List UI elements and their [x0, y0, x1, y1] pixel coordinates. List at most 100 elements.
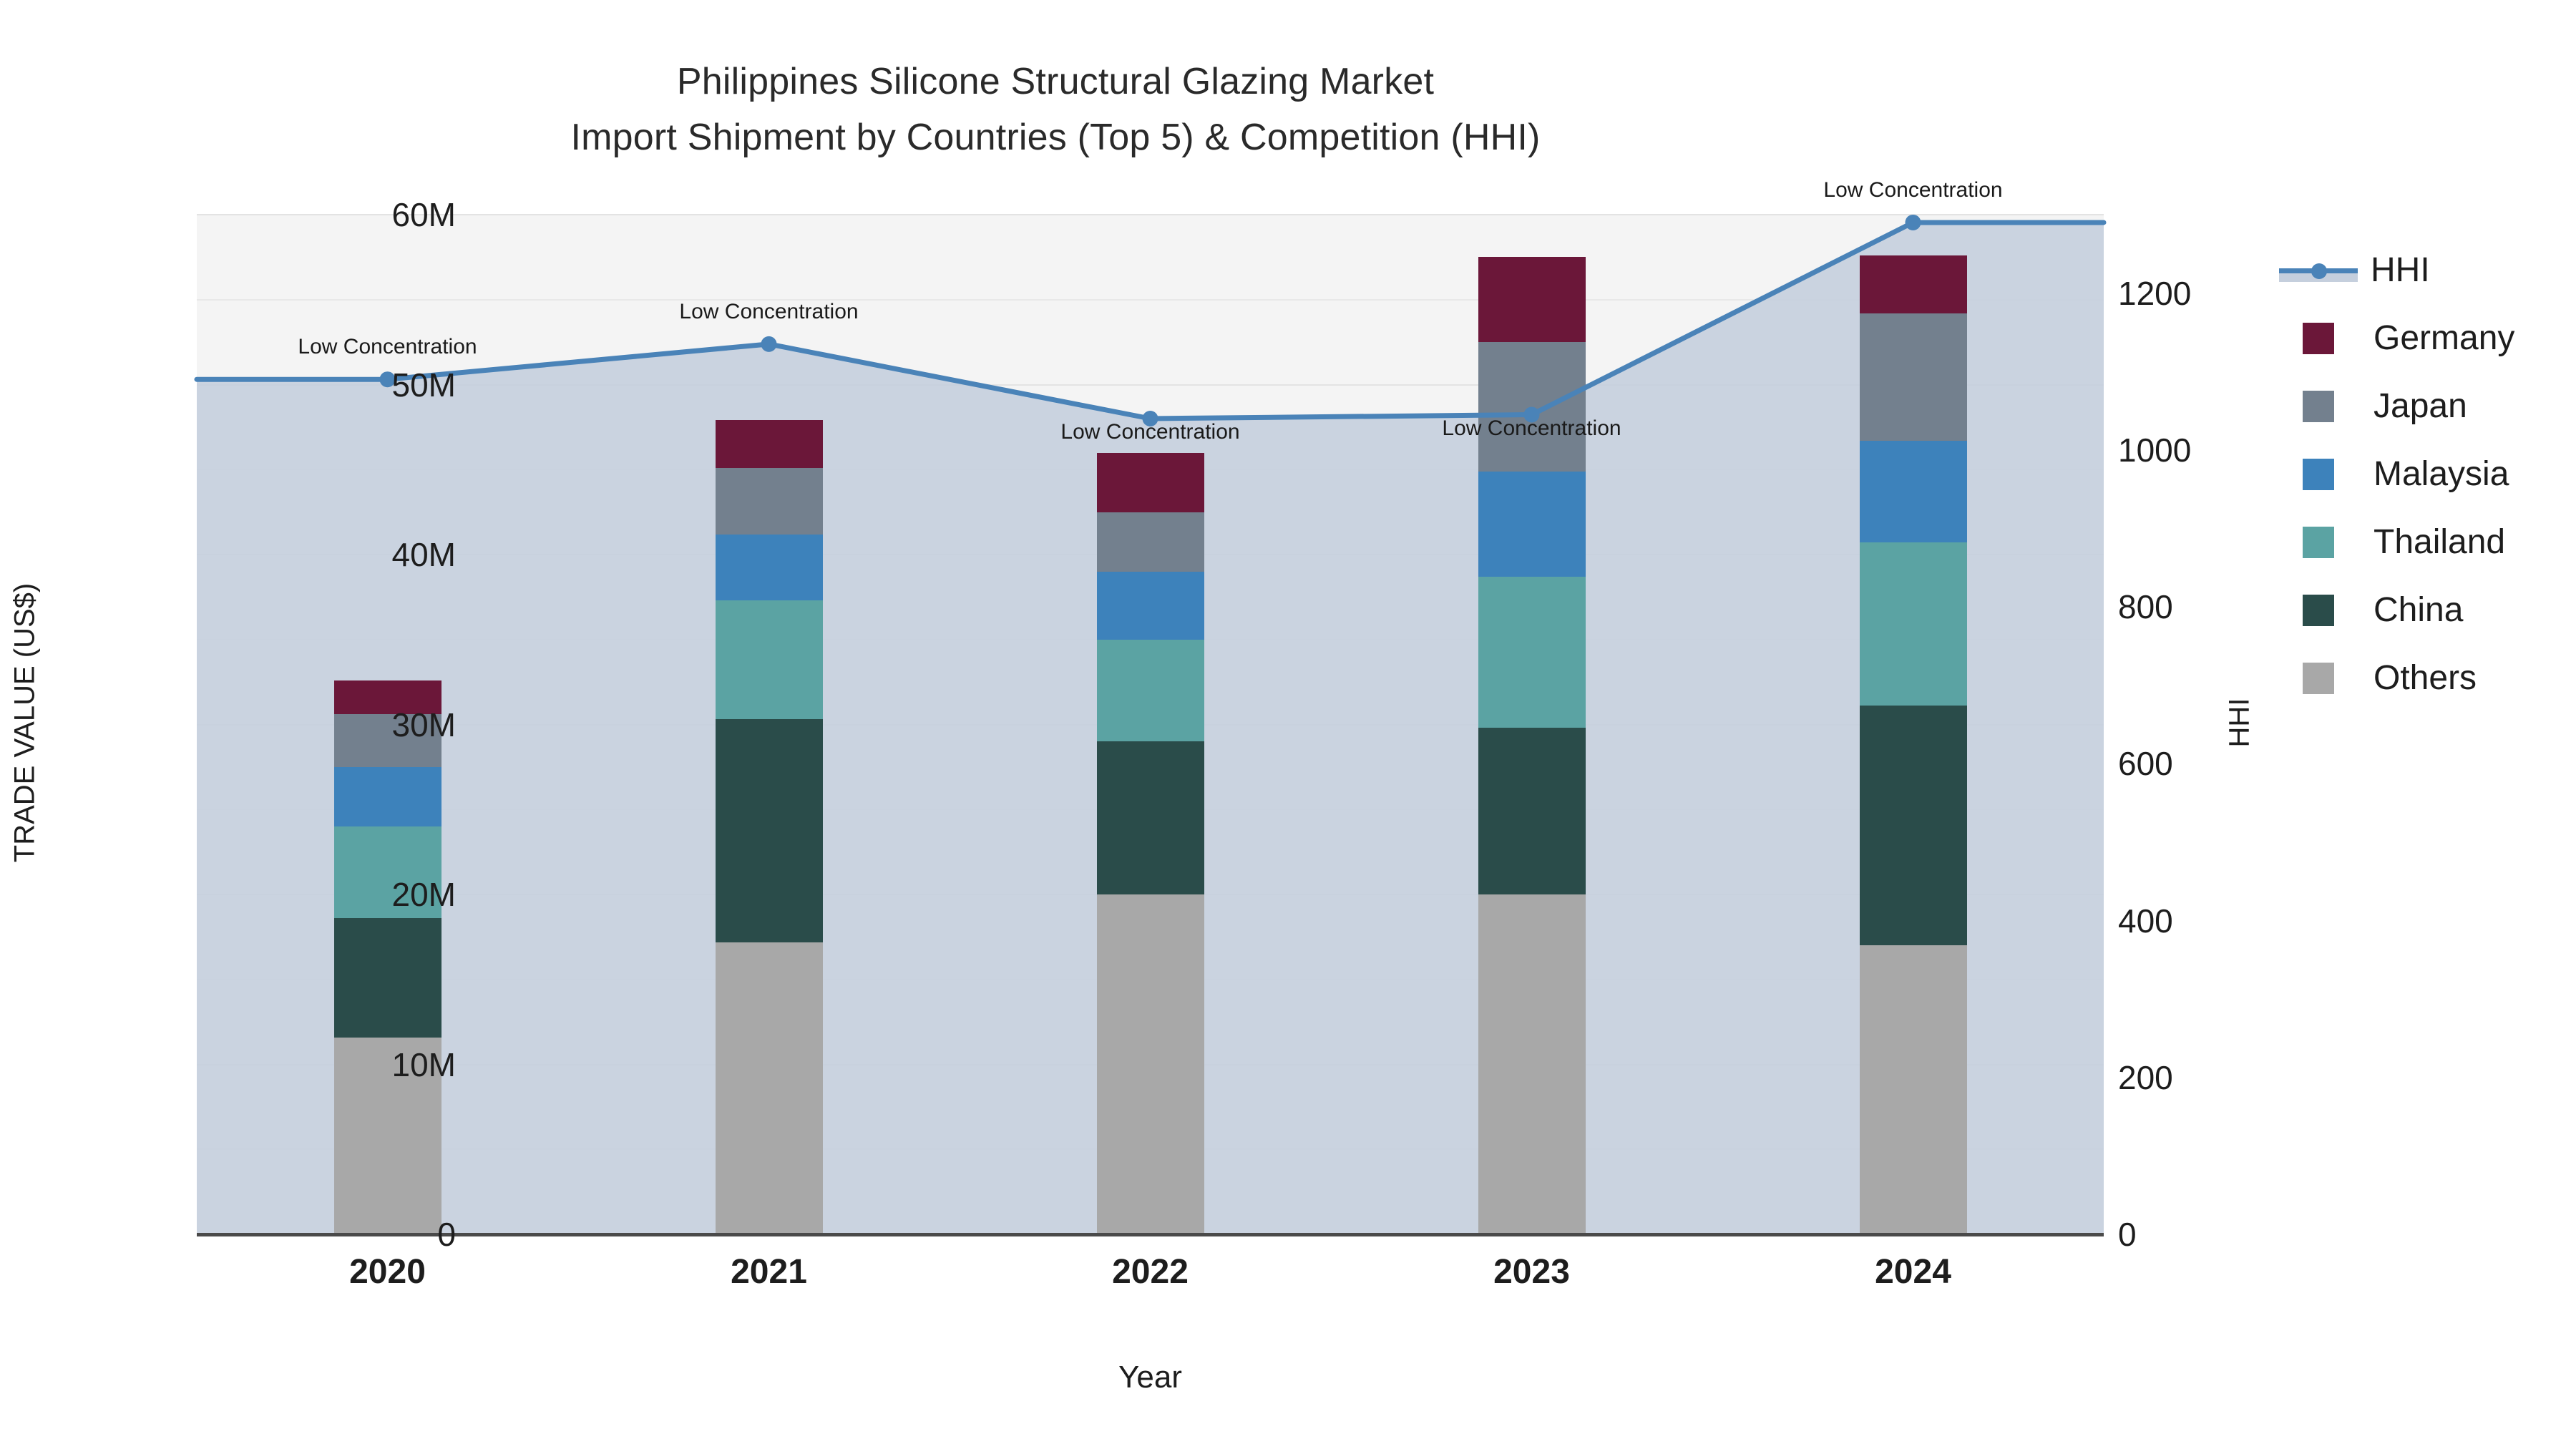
- legend-item-others[interactable]: Others: [2279, 644, 2576, 712]
- legend-line-marker: [2279, 255, 2358, 286]
- y-tick-left: 60M: [391, 196, 456, 233]
- bar-segment-others[interactable]: [715, 942, 823, 1234]
- x-axis-label: Year: [1118, 1360, 1182, 1395]
- chart-title-line-2: Import Shipment by Countries (Top 5) & C…: [570, 117, 1541, 158]
- y-axis-left-label: TRADE VALUE (US$): [9, 582, 41, 863]
- legend-label: Malaysia: [2373, 454, 2509, 493]
- bar-segment-others[interactable]: [1096, 894, 1204, 1234]
- bar-group-2024[interactable]: [1859, 215, 1967, 1234]
- hhi-line-series: [194, 214, 2107, 426]
- legend-swatch-malaysia: [2303, 458, 2334, 490]
- y-tick-left: 50M: [391, 366, 456, 404]
- gridline: [197, 214, 2104, 215]
- hhi-line-segment: [1148, 412, 1534, 421]
- bar-segment-china[interactable]: [1859, 706, 1967, 946]
- legend-label: Germany: [2373, 318, 2515, 357]
- bar-segment-thailand[interactable]: [1478, 576, 1586, 728]
- legend-swatch-others: [2303, 662, 2334, 694]
- x-tick-2022: 2022: [1112, 1253, 1189, 1291]
- annotation-low-concentration-2023: Low Concentration: [1442, 416, 1621, 440]
- bar-segment-germany[interactable]: [1096, 452, 1204, 512]
- bar-segment-malaysia[interactable]: [1859, 440, 1967, 543]
- legend-swatch-thailand: [2303, 526, 2334, 558]
- bar-segment-germany[interactable]: [1478, 257, 1586, 343]
- gridline: [197, 384, 2104, 386]
- bar-group-2020[interactable]: [333, 215, 441, 1234]
- legend-swatch-germany: [2303, 322, 2334, 354]
- legend-item-china[interactable]: China: [2279, 576, 2576, 644]
- bar-segment-others[interactable]: [333, 1037, 441, 1234]
- bar-segment-japan[interactable]: [1859, 313, 1967, 441]
- bar-segment-japan[interactable]: [715, 467, 823, 535]
- hhi-line-segment: [385, 341, 771, 382]
- bar-segment-thailand[interactable]: [333, 826, 441, 919]
- bar-segment-others[interactable]: [1478, 894, 1586, 1234]
- annotation-low-concentration-2020: Low Concentration: [298, 335, 477, 359]
- y-tick-right: 1200: [2118, 274, 2192, 312]
- hhi-data-point-2024[interactable]: [1905, 214, 1921, 230]
- legend-item-thailand[interactable]: Thailand: [2279, 508, 2576, 576]
- legend-item-germany[interactable]: Germany: [2279, 304, 2576, 372]
- bar-segment-germany[interactable]: [333, 680, 441, 715]
- hhi-data-point-2022[interactable]: [1142, 411, 1158, 426]
- y-tick-left: 20M: [391, 876, 456, 913]
- legend-label: Thailand: [2373, 522, 2506, 561]
- chart-title-line-1: Philippines Silicone Structural Glazing …: [676, 61, 1435, 102]
- bar-segment-thailand[interactable]: [715, 600, 823, 720]
- chart-title: Philippines Silicone Structural Glazing …: [0, 54, 2111, 165]
- y-tick-right: 1000: [2118, 431, 2192, 469]
- bar-segment-malaysia[interactable]: [715, 534, 823, 601]
- x-tick-2020: 2020: [349, 1253, 426, 1291]
- bar-segment-japan[interactable]: [1096, 512, 1204, 572]
- bar-group-2022[interactable]: [1096, 215, 1204, 1234]
- bar-segment-germany[interactable]: [715, 420, 823, 468]
- bar-segment-japan[interactable]: [333, 714, 441, 767]
- bar-segment-malaysia[interactable]: [333, 766, 441, 826]
- legend-swatch-japan: [2303, 390, 2334, 422]
- y-tick-right: 800: [2118, 588, 2173, 626]
- annotation-low-concentration-2024: Low Concentration: [1823, 177, 2003, 202]
- y-tick-right: 400: [2118, 902, 2173, 940]
- legend: HHI Germany Japan Malaysia Thailand China Othe…: [2279, 236, 2576, 712]
- bar-segment-malaysia[interactable]: [1478, 471, 1586, 577]
- legend-label: Others: [2373, 658, 2477, 697]
- bar-segment-china[interactable]: [1096, 741, 1204, 894]
- bar-segment-others[interactable]: [1859, 945, 1967, 1234]
- plot-area: Low Concentration Low Concentration Low Co…: [194, 178, 2107, 1235]
- legend-item-malaysia[interactable]: Malaysia: [2279, 440, 2576, 508]
- bar-segment-china[interactable]: [715, 719, 823, 942]
- y-tick-left: 10M: [391, 1045, 456, 1083]
- gridline: [197, 298, 2104, 301]
- annotation-low-concentration-2021: Low Concentration: [679, 299, 859, 323]
- y-tick-left: 40M: [391, 536, 456, 573]
- x-axis-line: [197, 1233, 2104, 1236]
- legend-item-japan[interactable]: Japan: [2279, 372, 2576, 440]
- legend-label: China: [2373, 590, 2464, 629]
- y-tick-left: 30M: [391, 706, 456, 743]
- x-tick-2024: 2024: [1875, 1253, 1951, 1291]
- x-tick-2021: 2021: [731, 1253, 807, 1291]
- annotation-low-concentration-2022: Low Concentration: [1060, 420, 1240, 444]
- y-axis-right-label: HHI: [2223, 698, 2255, 748]
- bar-group-2023[interactable]: [1478, 215, 1586, 1234]
- bar-segment-thailand[interactable]: [1859, 542, 1967, 706]
- bar-segment-china[interactable]: [1478, 728, 1586, 894]
- bar-group-2021[interactable]: [715, 215, 823, 1234]
- hhi-data-point-2021[interactable]: [761, 336, 777, 352]
- y-tick-right: 0: [2118, 1216, 2137, 1253]
- legend-item-hhi[interactable]: HHI: [2279, 236, 2576, 304]
- bar-segment-china[interactable]: [333, 918, 441, 1038]
- bar-segment-japan[interactable]: [1478, 342, 1586, 472]
- bar-segment-thailand[interactable]: [1096, 639, 1204, 742]
- y-tick-right: 200: [2118, 1058, 2173, 1096]
- y-tick-right: 600: [2118, 745, 2173, 783]
- bar-segment-malaysia[interactable]: [1096, 571, 1204, 640]
- bar-segment-germany[interactable]: [1859, 255, 1967, 313]
- legend-label: Japan: [2373, 386, 2467, 425]
- legend-swatch-china: [2303, 594, 2334, 626]
- hhi-line-segment: [1529, 220, 1916, 418]
- legend-line-dot: [2311, 263, 2327, 279]
- hhi-data-point-2023[interactable]: [1523, 406, 1540, 423]
- hhi-data-point-2020[interactable]: [379, 371, 396, 388]
